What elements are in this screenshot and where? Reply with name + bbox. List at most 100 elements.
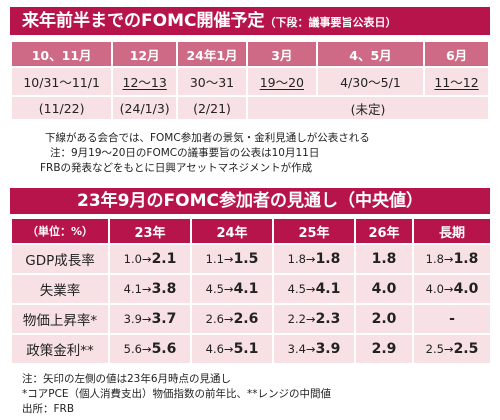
fomc-projection-table: （単位：%） 23年 24年 25年 26年 長期 GDP成長率 1.0→2.1 1… (10, 217, 492, 365)
schedule-note: 下線がある会合では、FOMC参加者の景気・金利見通しが公表される (45, 132, 370, 144)
meeting-date: 19〜20 (247, 68, 316, 95)
schedule-subtitle: （下段：議事要旨公表日） (264, 16, 397, 29)
previous-projection: 4.1 (123, 282, 142, 296)
projection-change: 3.9→3.7 (110, 305, 190, 333)
current-projection: 2.1 (151, 251, 177, 267)
projection-note: *コアPCE（個人消費支出）物価指数の前年比、**レンジの中間値 (22, 388, 332, 400)
projection-change: 1.0→2.1 (110, 245, 190, 273)
schedule-month-header: 10、11月 (12, 42, 112, 66)
minutes-date: (24/1/3) (113, 97, 177, 119)
projection-change: 4.5→4.1 (274, 275, 354, 303)
meeting-date: 4/30〜5/1 (317, 68, 424, 95)
arrow-icon: → (223, 282, 234, 296)
current-projection: 4.0 (453, 281, 479, 297)
arrow-icon: → (223, 312, 234, 326)
indicator-label: 物価上昇率* (12, 305, 108, 333)
schedule-minutes-row: (11/22) (24/1/3) (2/21) (未定) (12, 97, 488, 119)
schedule-source: FRBの発表などをもとに日興アセットマネジメントが作成 (40, 162, 313, 174)
arrow-icon: → (305, 312, 316, 326)
schedule-month-header: 4、5月 (317, 42, 424, 66)
projection-change: 1.8→1.8 (414, 245, 490, 273)
projection-value: 2.9 (356, 335, 412, 363)
projection-change: 4.1→3.8 (110, 275, 190, 303)
current-projection: 3.9 (315, 341, 341, 357)
arrow-icon: → (305, 342, 316, 356)
arrow-icon: → (141, 342, 152, 356)
current-projection: 1.5 (233, 251, 259, 267)
arrow-icon: → (141, 282, 152, 296)
projection-change: 2.2→2.3 (274, 305, 354, 333)
previous-projection: 4.0 (425, 282, 444, 296)
projection-title: 23年9月のFOMC参加者の見通し（中央値） (10, 188, 490, 214)
schedule-note: 注：9月19〜20日のFOMCの議事要旨の公表は10月11日 (50, 147, 320, 159)
previous-projection: 2.2 (287, 312, 306, 326)
minutes-date: (未定) (247, 97, 488, 119)
current-projection: 1.8 (315, 251, 341, 267)
meeting-date: 12〜13 (113, 68, 177, 95)
meeting-date: 10/31〜11/1 (12, 68, 112, 95)
projection-change: 2.5→2.5 (414, 335, 490, 363)
current-projection: 5.6 (151, 341, 177, 357)
projection-change: 4.6→5.1 (192, 335, 272, 363)
previous-projection: 5.6 (123, 342, 142, 356)
year-header: 23年 (110, 219, 190, 243)
previous-projection: 1.1 (205, 252, 224, 266)
previous-projection: 4.5 (287, 282, 306, 296)
arrow-icon: → (223, 342, 234, 356)
projection-row: 失業率 4.1→3.8 4.5→4.1 4.5→4.1 4.0 4.0→4.0 (12, 275, 490, 303)
indicator-label: 政策金利** (12, 335, 108, 363)
previous-projection: 4.6 (205, 342, 224, 356)
unit-label: （単位：%） (12, 219, 108, 243)
arrow-icon: → (223, 252, 234, 266)
projection-row: GDP成長率 1.0→2.1 1.1→1.5 1.8→1.8 1.8 1.8→1.8 (12, 245, 490, 273)
current-projection: 1.8 (453, 251, 479, 267)
fomc-schedule-table: 10、11月 12月 24年1月 3月 4、5月 6月 10/31〜11/1 1… (10, 40, 490, 121)
schedule-header-row: 10、11月 12月 24年1月 3月 4、5月 6月 (12, 42, 488, 66)
previous-projection: 1.8 (425, 252, 444, 266)
current-projection: 3.7 (151, 311, 177, 327)
indicator-label: GDP成長率 (12, 245, 108, 273)
previous-projection: 3.4 (287, 342, 306, 356)
year-header: 26年 (356, 219, 412, 243)
schedule-month-header: 12月 (113, 42, 177, 66)
projection-header-row: （単位：%） 23年 24年 25年 26年 長期 (12, 219, 490, 243)
previous-projection: 2.5 (425, 342, 444, 356)
projection-change: 2.6→2.6 (192, 305, 272, 333)
schedule-title: 来年前半までのFOMC開催予定 (22, 11, 265, 31)
current-projection: 2.3 (315, 311, 341, 327)
previous-projection: 1.8 (287, 252, 306, 266)
current-projection: 5.1 (233, 341, 259, 357)
arrow-icon: → (443, 282, 454, 296)
meeting-date: 11〜12 (425, 68, 488, 95)
indicator-label: 失業率 (12, 275, 108, 303)
arrow-icon: → (305, 282, 316, 296)
previous-projection: 4.5 (205, 282, 224, 296)
schedule-dates-row: 10/31〜11/1 12〜13 30〜31 19〜20 4/30〜5/1 11… (12, 68, 488, 95)
projection-value: 1.8 (356, 245, 412, 273)
projection-change: 5.6→5.6 (110, 335, 190, 363)
previous-projection: 1.0 (123, 252, 142, 266)
year-header: 24年 (192, 219, 272, 243)
current-projection: 3.8 (151, 281, 177, 297)
arrow-icon: → (141, 252, 152, 266)
previous-projection: 3.9 (123, 312, 142, 326)
arrow-icon: → (141, 312, 152, 326)
current-projection: 4.1 (233, 281, 259, 297)
minutes-date: (11/22) (12, 97, 112, 119)
projection-change: 1.1→1.5 (192, 245, 272, 273)
projection-value: 2.0 (356, 305, 412, 333)
schedule-month-header: 3月 (247, 42, 316, 66)
projection-value: - (414, 305, 490, 333)
projection-change: 3.4→3.9 (274, 335, 354, 363)
projection-change: 4.5→4.1 (192, 275, 272, 303)
year-header: 25年 (274, 219, 354, 243)
meeting-date: 30〜31 (178, 68, 246, 95)
current-projection: 2.6 (233, 311, 259, 327)
projection-change: 1.8→1.8 (274, 245, 354, 273)
schedule-month-header: 24年1月 (178, 42, 246, 66)
minutes-date: (2/21) (178, 97, 246, 119)
arrow-icon: → (305, 252, 316, 266)
schedule-title-bar: 来年前半までのFOMC開催予定（下段：議事要旨公表日） (10, 7, 490, 35)
projection-note: 注：矢印の左側の値は23年6月時点の見通し (22, 373, 232, 385)
current-projection: 4.1 (315, 281, 341, 297)
